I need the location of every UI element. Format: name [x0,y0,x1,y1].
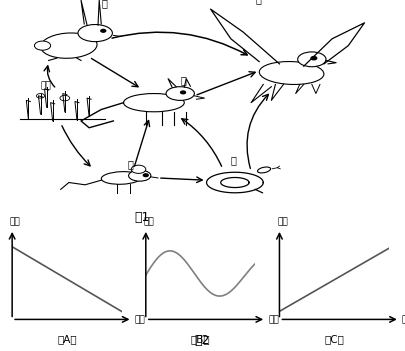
Circle shape [101,29,106,32]
Text: 狐: 狐 [180,75,186,86]
Text: 时间: 时间 [268,315,279,324]
Circle shape [34,41,51,50]
Ellipse shape [78,25,112,42]
Text: 时间: 时间 [402,315,405,324]
Text: 草树: 草树 [40,81,51,90]
Ellipse shape [101,172,142,184]
Ellipse shape [129,170,151,181]
Ellipse shape [298,52,326,67]
Ellipse shape [259,61,324,85]
Ellipse shape [40,33,97,58]
Text: 图2: 图2 [195,335,210,347]
Circle shape [143,174,148,177]
Circle shape [36,93,45,98]
Text: 蛇: 蛇 [231,155,237,165]
Text: 时间: 时间 [134,315,145,324]
Ellipse shape [258,167,271,173]
Ellipse shape [166,87,194,100]
Text: 鹰: 鹰 [255,0,261,5]
Text: 图1: 图1 [134,211,149,224]
Circle shape [131,165,146,173]
Text: （C）: （C） [324,334,344,344]
Text: 数量: 数量 [277,218,288,227]
Circle shape [311,57,317,60]
Text: 兔: 兔 [101,0,107,8]
Text: 鼠: 鼠 [128,159,134,169]
Text: （A）: （A） [57,334,77,344]
Text: （B）: （B） [191,334,210,344]
Circle shape [181,91,185,94]
Text: 数量: 数量 [144,218,154,227]
Circle shape [60,95,70,101]
Ellipse shape [124,94,184,112]
Text: 数量: 数量 [10,218,21,227]
